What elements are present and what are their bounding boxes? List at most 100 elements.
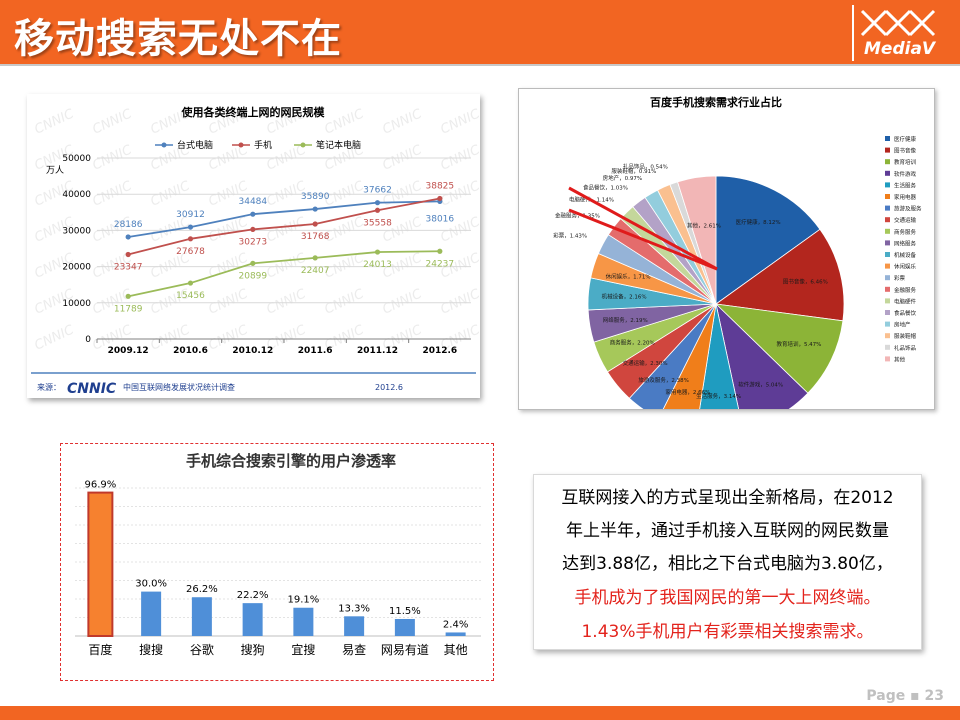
data-label: 31768	[301, 232, 330, 242]
legend-swatch	[885, 310, 890, 315]
bar-category-label: 搜狗	[241, 642, 265, 657]
data-label: 38825	[426, 181, 455, 191]
bar	[191, 597, 212, 636]
bar-category-label: 易查	[342, 643, 366, 657]
legend-marker	[300, 142, 306, 148]
legend-swatch	[885, 240, 890, 246]
header-divider	[0, 64, 960, 66]
legend-swatch	[885, 194, 890, 199]
watermark-text: CNNIC	[322, 106, 367, 137]
pie-slice-label: 机械设备，2.16%	[602, 293, 647, 301]
line-chart-grid: 0 10000 20000 30000 40000 50000 2009.12 2010.6 2…	[62, 154, 471, 356]
watermark-text: CNNIC	[264, 286, 309, 317]
watermark-text: CNNIC	[206, 286, 251, 317]
pie-slice-label: 家用电器，2.66%	[665, 388, 710, 396]
data-point	[187, 236, 194, 242]
industry-share-chart-panel: 百度手机搜索需求行业占比 医疗健康，8.12% 图书音像，6.46% 教育培训，5.…	[518, 88, 935, 433]
data-label: 22407	[301, 266, 330, 276]
x-tick-label: 2011.6	[298, 346, 333, 356]
data-label: 38016	[426, 214, 455, 224]
legend-swatch	[885, 205, 890, 211]
data-label: 28186	[114, 220, 143, 230]
legend-swatch	[885, 170, 890, 176]
legend-label: 休闲娱乐	[894, 263, 917, 271]
terminal-users-line-chart: CNNIC CNNIC CNNIC CNNIC CNNIC CNNIC CNNIC CNNIC…	[31, 105, 483, 397]
source-text: 中国互联网络发展状况统计调查	[123, 382, 235, 392]
series-line	[128, 200, 440, 238]
legend-label: 彩票	[894, 274, 906, 282]
data-point	[312, 206, 318, 212]
legend-label: 笔记本电脑	[316, 139, 361, 151]
terminal-users-chart-panel: CNNIC CNNIC CNNIC CNNIC CNNIC CNNIC CNNIC CNNIC…	[27, 94, 483, 398]
watermark-text: CNNIC	[380, 106, 425, 137]
series-line	[127, 250, 440, 298]
pie-slice-label: 商务服务，2.20%	[610, 338, 655, 346]
bar-value-label: 13.3%	[338, 603, 370, 614]
bar-category-label: 其他	[444, 643, 468, 657]
pie-slice-label: 旅游及服务，2.38%	[638, 376, 688, 384]
bar	[87, 491, 114, 638]
line-chart-ylabel: 万人	[46, 165, 64, 176]
legend-marker	[238, 142, 244, 148]
data-point	[374, 207, 381, 213]
data-label: 23347	[114, 262, 143, 272]
pie-slice	[677, 175, 717, 305]
source-date: 2012.6	[375, 383, 403, 392]
legend-label: 房地产	[894, 321, 911, 329]
legend-label: 服装鞋帽	[894, 332, 917, 340]
pie-slice-label: 彩票，1.43%	[553, 231, 587, 239]
bar-chart-title: 手机综合搜索引擎的用户渗透率	[186, 452, 396, 470]
legend-label: 电脑硬件	[894, 297, 917, 305]
data-label: 34484	[239, 197, 268, 207]
data-point	[187, 224, 194, 230]
data-label: 35890	[301, 192, 330, 202]
bar-value-label: 19.1%	[287, 595, 319, 606]
data-point	[250, 211, 256, 217]
x-tick-label: 2012.6	[422, 346, 457, 356]
highlight-arrow	[568, 208, 718, 271]
pie-slice-label: 医疗健康，8.12%	[736, 218, 781, 226]
pie-slice-label: 金融服务，1.35%	[555, 212, 600, 220]
legend-swatch	[885, 286, 890, 292]
pie-slices	[587, 175, 845, 433]
watermark-text: CNNIC	[438, 106, 480, 137]
pie-chart-title: 百度手机搜索需求行业占比	[650, 95, 782, 109]
legend-label: 软件游戏	[894, 170, 917, 178]
data-point	[312, 255, 318, 261]
source-label: 来源：	[37, 383, 61, 392]
legend-swatch	[885, 321, 890, 327]
data-point	[187, 280, 194, 286]
legend-swatch	[885, 344, 890, 350]
bar-value-label: 30.0%	[135, 579, 167, 590]
watermark-text: CNNIC	[90, 106, 135, 137]
legend-swatch	[885, 182, 890, 188]
x-tick-label: 2009.12	[108, 346, 149, 356]
data-label: 30912	[176, 210, 205, 220]
bar-category-label: 宜搜	[291, 642, 315, 657]
legend-swatch	[885, 147, 890, 153]
bar-value-label: 2.4%	[443, 619, 468, 630]
watermark-text: CNNIC	[438, 286, 480, 317]
y-tick-label: 20000	[62, 263, 91, 273]
bar-value-label: 11.5%	[389, 606, 421, 617]
data-point	[374, 200, 381, 206]
logo-mark-icon	[860, 9, 936, 37]
pie-slice-label: 生活服务，3.14%	[696, 392, 741, 400]
bar	[394, 618, 415, 636]
line-chart-legend: 台式电脑 手机 笔记本电脑	[155, 139, 361, 151]
x-tick-label: 2010.12	[232, 346, 273, 356]
x-tick-label: 2011.12	[357, 346, 398, 356]
bar	[445, 632, 466, 636]
pie-slice	[715, 175, 821, 305]
y-tick-label: 50000	[62, 154, 91, 164]
legend-label: 家用电器	[894, 193, 917, 201]
data-point	[437, 195, 443, 202]
summary-text-box: 互联网接入的方式呈现出全新格局，在2012 年上半年，通过手机接入互联网的网民数…	[533, 474, 922, 650]
legend-swatch	[885, 298, 890, 304]
data-label: 11789	[114, 304, 143, 314]
legend-swatch	[885, 159, 890, 165]
data-label: 35558	[363, 218, 392, 228]
header-bar: 移动搜索无处不在 MediaV	[0, 0, 960, 64]
legend-label: 网络服务	[894, 239, 917, 247]
bar-chart-plot: 96.9% 百度 30.0% 搜搜 26.2% 谷歌 22.2% 搜狗 19.1% 宜搜 13.3%…	[84, 480, 468, 657]
